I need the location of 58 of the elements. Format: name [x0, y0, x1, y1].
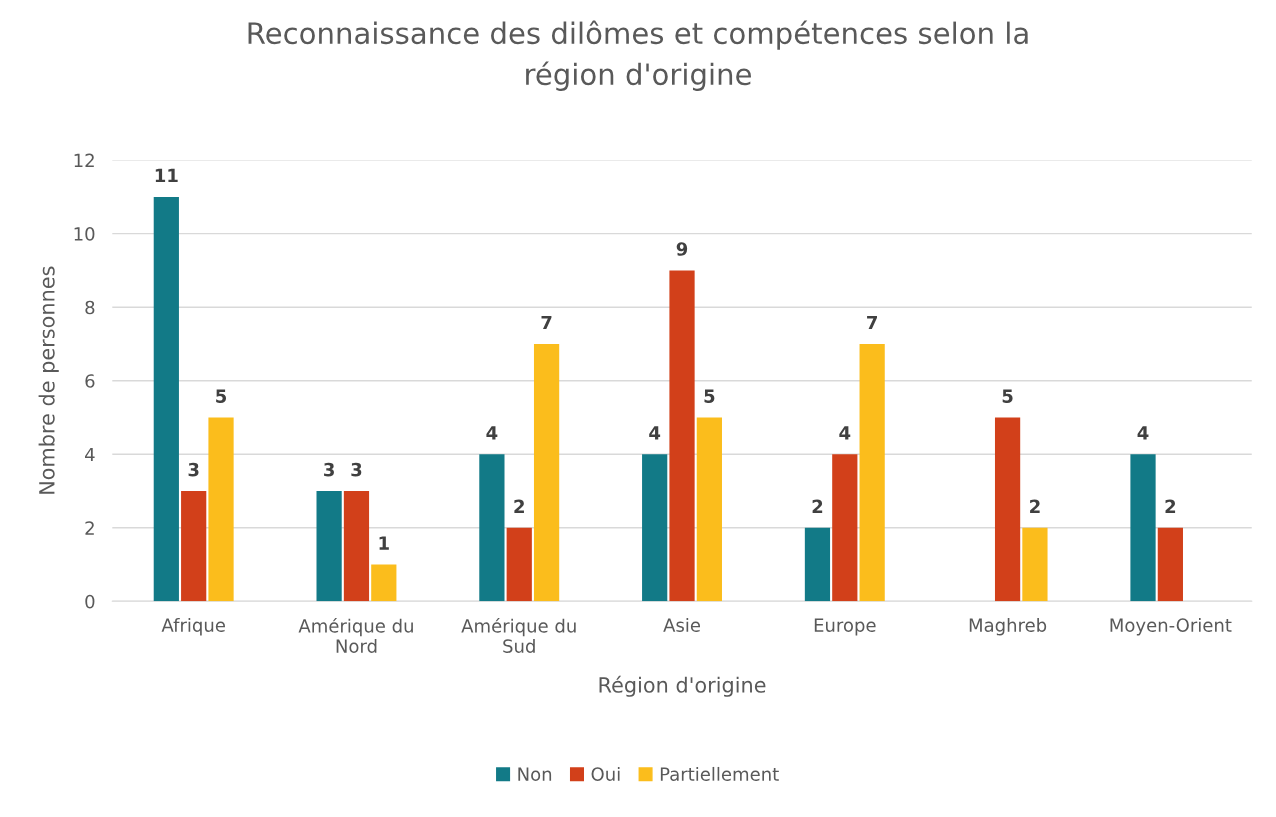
x-tick-label: Amérique du Sud [461, 617, 576, 653]
bar [208, 417, 234, 602]
bar [696, 417, 722, 602]
data-label: 3 [351, 462, 362, 477]
x-tick-label: Europe [814, 618, 876, 636]
x-tick-label: Asie [663, 617, 700, 632]
data-label: 4 [649, 426, 661, 440]
data-label: 3 [188, 462, 199, 477]
data-label: 2 [1165, 499, 1176, 513]
bar [1130, 454, 1156, 602]
data-label: 9 [676, 242, 688, 256]
legend-label: Partiellement [660, 766, 779, 781]
bar [343, 491, 370, 602]
data-label: 4 [486, 426, 498, 440]
bar [316, 491, 342, 602]
y-tick-label: 0 [85, 594, 95, 609]
legend-label: Non [518, 767, 552, 781]
data-label: 11 [155, 168, 178, 183]
data-label: 5 [1002, 389, 1013, 403]
bar [506, 527, 532, 602]
data-label: 7 [867, 315, 877, 330]
bar [479, 454, 505, 602]
y-tick-label: 6 [85, 374, 95, 388]
legend-label: Oui [591, 766, 620, 781]
data-label: 4 [839, 426, 851, 440]
data-label: 2 [812, 499, 823, 513]
bar [533, 343, 560, 602]
bar [832, 454, 858, 602]
y-tick-label: 10 [74, 227, 95, 241]
data-label: 5 [704, 389, 715, 403]
bar [642, 454, 668, 602]
bar [994, 417, 1021, 602]
x-tick-label: Moyen-Orient [1110, 617, 1232, 636]
data-label: 2 [514, 499, 524, 513]
y-tick-label: 12 [74, 153, 94, 167]
y-tick-label: 8 [85, 300, 95, 315]
bar [153, 196, 179, 602]
data-label: 4 [1137, 426, 1149, 440]
data-label: 1 [379, 536, 389, 550]
bar [804, 527, 831, 602]
y-tick-label: 2 [85, 521, 94, 535]
bar [181, 491, 207, 602]
x-tick-label: Amérique du Nord [298, 617, 413, 653]
bar [859, 343, 885, 602]
bar [669, 270, 695, 602]
bar [1157, 527, 1183, 602]
x-tick-label: Afrique [161, 617, 225, 636]
bar [1022, 527, 1048, 602]
y-tick-label: 4 [85, 447, 95, 462]
data-label: 5 [216, 389, 227, 403]
x-axis-title: Région d'origine [599, 675, 766, 697]
bar [371, 564, 397, 602]
data-label: 2 [1030, 499, 1040, 513]
data-label: 3 [324, 462, 334, 477]
chart-title: Reconnaissance des dilômes et compétences selon la région d'origine [248, 20, 1028, 91]
x-tick-label: Maghreb [969, 617, 1047, 636]
y-axis-title: Nombre de personnes [38, 266, 59, 494]
data-label: 7 [541, 315, 552, 330]
